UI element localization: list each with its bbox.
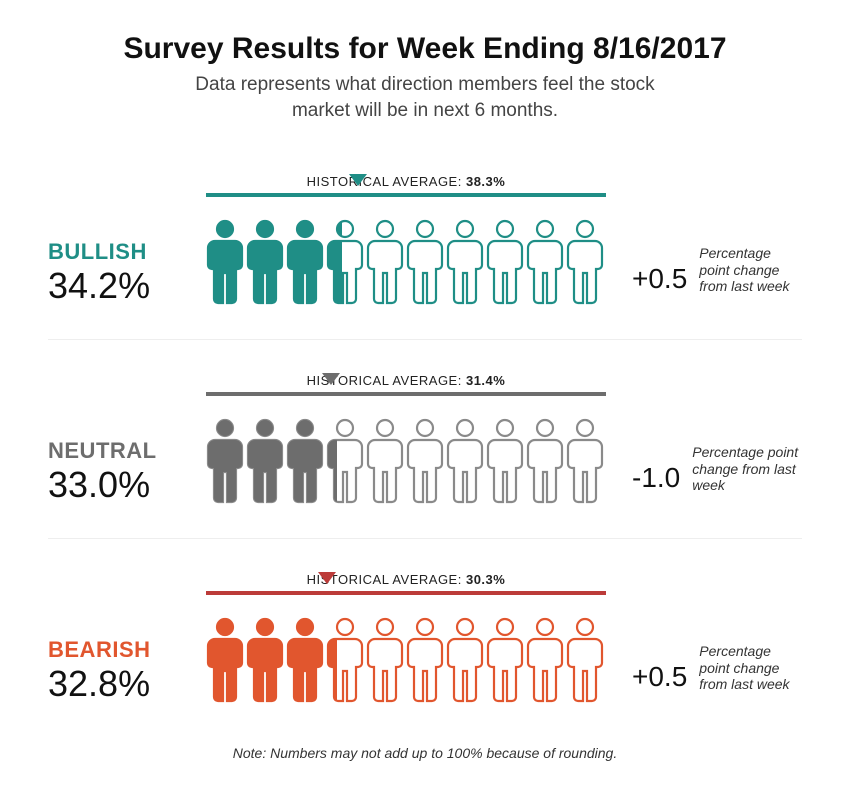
footnote: Note: Numbers may not add up to 100% bec…: [48, 745, 802, 761]
sentiment-percent: 32.8%: [48, 665, 198, 703]
page-title: Survey Results for Week Ending 8/16/2017: [48, 32, 802, 66]
person-icon: [446, 617, 484, 703]
person-icon: [286, 219, 324, 305]
row-pictogram: HISTORICAL AVERAGE: 38.3%: [206, 171, 606, 305]
row-pictogram: HISTORICAL AVERAGE: 30.3%: [206, 569, 606, 703]
row-left: BEARISH32.8%: [48, 569, 198, 703]
change-label: Percentage point change from last week: [699, 643, 802, 693]
person-icon-fill: [246, 617, 284, 703]
person-icon: [566, 219, 604, 305]
historical-average-label: HISTORICAL AVERAGE: 31.4%: [206, 373, 606, 388]
person-icon: [246, 617, 284, 703]
person-icon-fill: [206, 219, 244, 305]
person-icon: [206, 418, 244, 504]
row-change: +0.5 Percentage point change from last we…: [606, 569, 802, 703]
person-icon: [406, 219, 444, 305]
sentiment-row-bullish: BULLISH34.2% HISTORICAL AVERAGE: 38.3% +0…: [48, 141, 802, 340]
row-change: +0.5 Percentage point change from last we…: [606, 171, 802, 305]
person-icon: [246, 219, 284, 305]
sentiment-percent: 33.0%: [48, 466, 198, 504]
person-icon-fill: [286, 418, 324, 504]
person-icon: [406, 617, 444, 703]
people-icons: [206, 617, 606, 703]
person-icon: [366, 219, 404, 305]
row-pictogram: HISTORICAL AVERAGE: 31.4%: [206, 370, 606, 504]
people-icons: [206, 418, 606, 504]
person-icon: [326, 617, 364, 703]
historical-average-line: [206, 591, 606, 595]
row-left: BULLISH34.2%: [48, 171, 198, 305]
person-icon: [486, 418, 524, 504]
sentiment-label: BEARISH: [48, 637, 198, 663]
row-left: NEUTRAL33.0%: [48, 370, 198, 504]
person-icon-fill: [206, 418, 244, 504]
person-icon-fill: [246, 219, 284, 305]
person-icon-fill: [246, 418, 284, 504]
person-icon: [526, 617, 564, 703]
person-icon: [326, 418, 364, 504]
historical-value: 38.3%: [466, 174, 505, 189]
row-change: -1.0 Percentage point change from last we…: [606, 370, 802, 504]
survey-infographic: Survey Results for Week Ending 8/16/2017…: [0, 0, 850, 812]
change-value: +0.5: [632, 263, 687, 295]
person-icon: [566, 617, 604, 703]
person-icon: [566, 418, 604, 504]
change-value: -1.0: [632, 462, 680, 494]
person-icon: [206, 617, 244, 703]
historical-average-marker-icon: [349, 174, 367, 186]
change-label: Percentage point change from last week: [692, 444, 802, 494]
historical-average-line: [206, 193, 606, 197]
change-label: Percentage point change from last week: [699, 245, 802, 295]
sentiment-percent: 34.2%: [48, 267, 198, 305]
historical-prefix: HISTORICAL AVERAGE:: [307, 174, 462, 189]
person-icon: [366, 418, 404, 504]
person-icon-fill: [206, 617, 244, 703]
historical-value: 31.4%: [466, 373, 505, 388]
person-icon: [406, 418, 444, 504]
historical-average-label: HISTORICAL AVERAGE: 30.3%: [206, 572, 606, 587]
person-icon-fill: [326, 219, 342, 305]
person-icon: [486, 617, 524, 703]
change-value: +0.5: [632, 661, 687, 693]
person-icon: [286, 418, 324, 504]
person-icon-fill: [326, 617, 337, 703]
historical-average-marker-icon: [318, 572, 336, 584]
sentiment-label: NEUTRAL: [48, 438, 198, 464]
person-icon: [526, 418, 564, 504]
person-icon: [326, 219, 364, 305]
person-icon: [366, 617, 404, 703]
person-icon: [526, 219, 564, 305]
person-icon-fill: [286, 219, 324, 305]
page-subtitle: Data represents what direction members f…: [165, 72, 685, 123]
sentiment-row-neutral: NEUTRAL33.0% HISTORICAL AVERAGE: 31.4% -1…: [48, 340, 802, 539]
sentiment-rows: BULLISH34.2% HISTORICAL AVERAGE: 38.3% +0…: [48, 141, 802, 737]
historical-value: 30.3%: [466, 572, 505, 587]
people-icons: [206, 219, 606, 305]
historical-average-line: [206, 392, 606, 396]
person-icon: [446, 418, 484, 504]
sentiment-row-bearish: BEARISH32.8% HISTORICAL AVERAGE: 30.3% +0…: [48, 539, 802, 737]
person-icon-fill: [286, 617, 324, 703]
person-icon: [206, 219, 244, 305]
historical-average-marker-icon: [322, 373, 340, 385]
person-icon: [446, 219, 484, 305]
person-icon: [246, 418, 284, 504]
person-icon: [486, 219, 524, 305]
person-icon: [286, 617, 324, 703]
person-icon-fill: [326, 418, 337, 504]
sentiment-label: BULLISH: [48, 239, 198, 265]
historical-average-label: HISTORICAL AVERAGE: 38.3%: [206, 174, 606, 189]
